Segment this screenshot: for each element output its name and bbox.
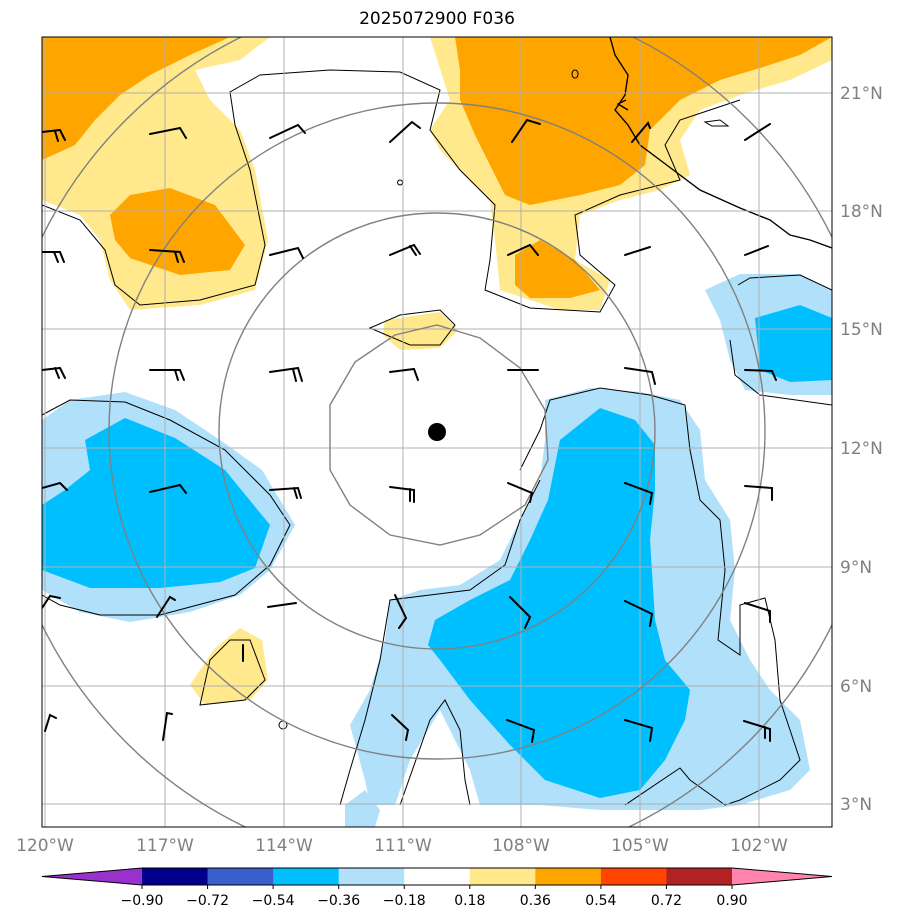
colorbar: −0.90 −0.72 −0.54 −0.36 −0.18 0.18 0.36 0.54 0.7… <box>41 867 833 909</box>
lat-label: 12°N <box>840 439 883 459</box>
colorbar-tick-label: −0.54 <box>252 893 295 909</box>
colorbar-swatch <box>600 868 667 885</box>
lon-label: 108°W <box>492 836 550 856</box>
lon-label: 120°W <box>16 836 74 856</box>
lon-label: 105°W <box>611 836 669 856</box>
lon-label: 117°W <box>136 836 194 856</box>
map-frame <box>41 36 833 828</box>
colorbar-tick-label: 0.18 <box>454 893 485 909</box>
colorbar-extend-low <box>42 868 142 885</box>
colorbar-tick-label: −0.18 <box>383 893 426 909</box>
lat-label: 9°N <box>840 558 872 578</box>
colorbar-swatch <box>142 868 209 885</box>
colorbar-tick-label: 0.36 <box>520 893 551 909</box>
colorbar-swatch <box>207 868 274 885</box>
map-title: 2025072900 F036 <box>359 9 515 29</box>
colorbar-swatch <box>535 868 602 885</box>
longitude-labels: 120°W 117°W 114°W 111°W 108°W 105°W 102°… <box>16 836 788 856</box>
colorbar-tick-label: −0.72 <box>186 893 229 909</box>
lon-label: 111°W <box>374 836 432 856</box>
colorbar-swatch <box>338 868 405 885</box>
colorbar-extend-high <box>732 868 832 885</box>
colorbar-tick-label: 0.72 <box>651 893 682 909</box>
wind-barbs <box>42 118 777 743</box>
storm-center-marker <box>428 423 446 441</box>
orange-shading <box>42 37 832 298</box>
lat-label: 3°N <box>840 795 872 815</box>
colorbar-swatch <box>404 868 471 885</box>
lon-label: 114°W <box>255 836 313 856</box>
lat-label: 6°N <box>840 677 872 697</box>
colorbar-tick-label: 0.54 <box>585 893 616 909</box>
map-panel <box>42 37 832 827</box>
lat-label: 15°N <box>840 320 883 340</box>
lon-label: 102°W <box>730 836 788 856</box>
gridlines <box>42 37 832 827</box>
range-rings <box>42 37 832 827</box>
colorbar-swatch <box>666 868 733 885</box>
latitude-labels: 21°N 18°N 15°N 12°N 9°N 6°N 3°N <box>840 84 883 815</box>
colorbar-swatch <box>469 868 536 885</box>
colorbar-tick-label: −0.36 <box>317 893 360 909</box>
lat-label: 18°N <box>840 202 883 222</box>
colorbar-tick-label: 0.90 <box>716 893 747 909</box>
coastline <box>609 37 832 249</box>
colorbar-tick-label: −0.90 <box>121 893 164 909</box>
contour-lines <box>42 69 832 806</box>
colorbar-swatch <box>273 868 340 885</box>
lat-label: 21°N <box>840 84 883 104</box>
